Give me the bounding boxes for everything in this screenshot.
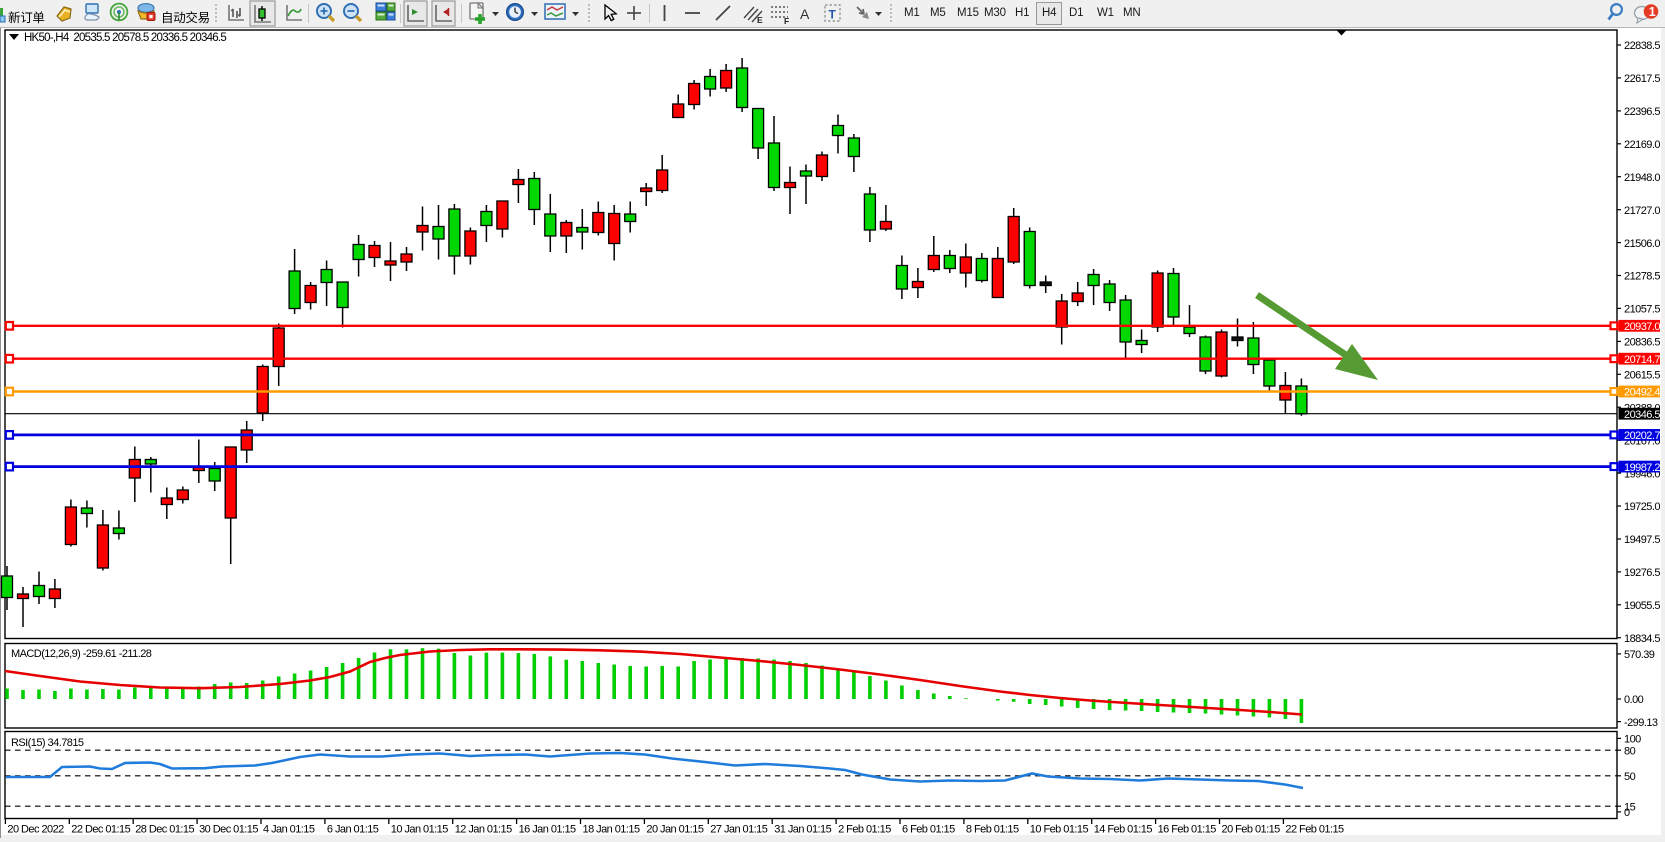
svg-text:19497.5: 19497.5 [1624, 534, 1660, 546]
svg-text:RSI(15) 34.7815: RSI(15) 34.7815 [11, 737, 84, 749]
svg-text:12 Jan 01:15: 12 Jan 01:15 [455, 824, 512, 836]
svg-text:22169.0: 22169.0 [1624, 139, 1660, 151]
svg-text:28 Dec 01:15: 28 Dec 01:15 [135, 824, 194, 836]
svg-text:21506.0: 21506.0 [1624, 238, 1660, 250]
svg-text:50: 50 [1624, 771, 1636, 783]
svg-text:21948.0: 21948.0 [1624, 172, 1660, 184]
svg-text:21278.5: 21278.5 [1624, 271, 1660, 283]
svg-text:22617.5: 22617.5 [1624, 73, 1660, 85]
svg-text:8 Feb 01:15: 8 Feb 01:15 [966, 824, 1019, 836]
svg-text:80: 80 [1624, 745, 1636, 757]
svg-text:19276.5: 19276.5 [1624, 567, 1660, 579]
svg-text:18 Jan 01:15: 18 Jan 01:15 [583, 824, 640, 836]
svg-text:22 Dec 01:15: 22 Dec 01:15 [71, 824, 130, 836]
svg-text:15: 15 [1624, 801, 1636, 813]
svg-text:19987.2: 19987.2 [1624, 462, 1660, 474]
svg-text:16 Jan 01:15: 16 Jan 01:15 [519, 824, 576, 836]
svg-text:14 Feb 01:15: 14 Feb 01:15 [1094, 824, 1153, 836]
svg-text:6 Feb 01:15: 6 Feb 01:15 [902, 824, 955, 836]
svg-text:22838.5: 22838.5 [1624, 40, 1660, 52]
svg-text:100: 100 [1624, 734, 1641, 746]
svg-text:A: A [800, 6, 810, 22]
svg-text:0.00: 0.00 [1624, 694, 1644, 706]
svg-text:F: F [784, 16, 789, 26]
svg-text:570.39: 570.39 [1624, 649, 1655, 661]
svg-text:19055.5: 19055.5 [1624, 600, 1660, 612]
svg-text:16 Feb 01:15: 16 Feb 01:15 [1158, 824, 1217, 836]
svg-text:20937.0: 20937.0 [1624, 321, 1660, 333]
svg-text:20714.7: 20714.7 [1624, 354, 1660, 366]
svg-text:19725.0: 19725.0 [1624, 501, 1660, 513]
svg-text:21727.0: 21727.0 [1624, 205, 1660, 217]
svg-text:10 Jan 01:15: 10 Jan 01:15 [391, 824, 448, 836]
svg-text:18834.5: 18834.5 [1624, 633, 1660, 645]
svg-text:20615.5: 20615.5 [1624, 370, 1660, 382]
svg-text:20 Dec 2022: 20 Dec 2022 [7, 824, 64, 836]
svg-text:MACD(12,26,9) -259.61 -211.28: MACD(12,26,9) -259.61 -211.28 [11, 648, 152, 660]
svg-text:10 Feb 01:15: 10 Feb 01:15 [1030, 824, 1089, 836]
svg-text:6 Jan 01:15: 6 Jan 01:15 [327, 824, 379, 836]
svg-text:-299.13: -299.13 [1624, 717, 1658, 729]
svg-text:20 Feb 01:15: 20 Feb 01:15 [1222, 824, 1281, 836]
svg-text:E: E [757, 15, 763, 25]
svg-text:22396.5: 22396.5 [1624, 106, 1660, 118]
svg-text:T: T [829, 8, 837, 22]
svg-text:20836.5: 20836.5 [1624, 337, 1660, 349]
svg-text:4 Jan 01:15: 4 Jan 01:15 [263, 824, 315, 836]
svg-text:30 Dec 01:15: 30 Dec 01:15 [199, 824, 258, 836]
svg-text:31 Jan 01:15: 31 Jan 01:15 [774, 824, 831, 836]
svg-text:27 Jan 01:15: 27 Jan 01:15 [710, 824, 767, 836]
svg-text:22 Feb 01:15: 22 Feb 01:15 [1285, 824, 1344, 836]
svg-text:20202.7: 20202.7 [1624, 430, 1660, 442]
svg-text:20346.5: 20346.5 [1624, 409, 1660, 421]
svg-text:HK50-,H4 20535.5 20578.5 2033: HK50-,H4 20535.5 20578.5 20336.5 20346.5 [24, 32, 226, 44]
svg-text:0: 0 [1624, 807, 1630, 819]
svg-text:2 Feb 01:15: 2 Feb 01:15 [838, 824, 891, 836]
svg-text:20 Jan 01:15: 20 Jan 01:15 [646, 824, 703, 836]
svg-text:1: 1 [1649, 5, 1656, 19]
svg-text:20492.4: 20492.4 [1624, 387, 1660, 399]
svg-text:21057.5: 21057.5 [1624, 304, 1660, 316]
